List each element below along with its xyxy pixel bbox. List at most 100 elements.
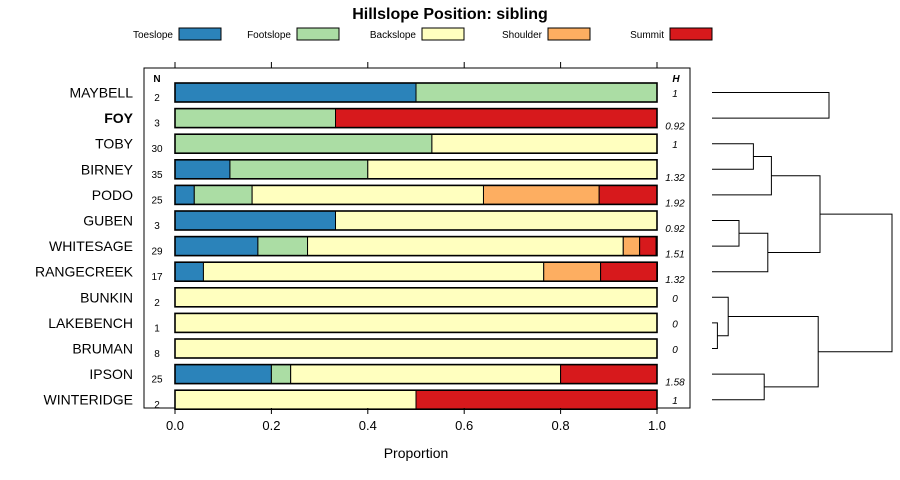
bar-segment-podo-shoulder: [482, 184, 600, 205]
row-label-ipson: IPSON: [89, 366, 133, 382]
bar-segment-podo-footslope: [193, 184, 253, 205]
row-label-birney: BIRNEY: [81, 161, 134, 177]
dendrogram-link-0: [712, 322, 718, 349]
row-label-bunkin: BUNKIN: [80, 289, 133, 305]
bar-segment-rangecreek-backslope: [202, 261, 545, 282]
bar-segment-winteridge-backslope: [174, 389, 417, 410]
n-value-whitesage: 29: [151, 247, 163, 258]
row-label-podo: PODO: [92, 187, 133, 203]
h-value-maybell: 1: [672, 89, 678, 100]
h-value-bruman: 0: [672, 345, 678, 356]
n-value-bruman: 8: [154, 349, 160, 360]
bar-row-bruman: [174, 338, 658, 359]
h-value-ipson: 1.58: [665, 378, 685, 389]
h-value-foy: 0.92: [665, 122, 685, 133]
row-label-winteridge: WINTERIDGE: [44, 392, 133, 408]
n-value-podo: 25: [151, 195, 163, 206]
row-label-maybell: MAYBELL: [69, 85, 133, 101]
bar-outline-podo: [174, 184, 658, 206]
bar-segment-bunkin-backslope: [174, 287, 658, 308]
bar-row-lakebench: [174, 312, 658, 334]
n-value-ipson: 25: [151, 375, 163, 386]
bar-row-toby: [174, 133, 658, 154]
bar-outline-bunkin: [174, 286, 658, 308]
bar-segment-whitesage-footslope: [257, 236, 309, 257]
h-value-toby: 1: [672, 140, 678, 151]
n-value-maybell: 2: [154, 93, 160, 104]
dendrogram-link-10: [818, 213, 893, 353]
n-value-guben: 3: [154, 221, 160, 232]
bar-outline-winteridge: [174, 389, 658, 411]
n-column-header: N: [153, 74, 160, 85]
row-label-bruman: BRUMAN: [72, 341, 133, 357]
legend-label-backslope: Backslope: [370, 30, 417, 41]
x-tick-label-1: 0.2: [262, 418, 280, 433]
bar-segment-whitesage-backslope: [307, 236, 624, 257]
bar-outline-whitesage: [174, 235, 658, 257]
bar-segment-ipson-toeslope: [174, 364, 272, 385]
x-tick-label-3: 0.6: [455, 418, 473, 433]
bar-segment-rangecreek-summit: [600, 261, 658, 282]
bar-segment-whitesage-summit: [639, 236, 657, 257]
bar-row-maybell: [174, 82, 658, 103]
n-value-lakebench: 1: [154, 323, 160, 334]
bar-segment-whitesage-shoulder: [622, 236, 641, 257]
h-value-whitesage: 1.51: [665, 250, 684, 261]
chart-title: Hillslope Position: sibling: [352, 6, 548, 23]
bar-row-guben: [174, 210, 658, 231]
bar-segment-toby-footslope: [174, 133, 433, 154]
row-label-lakebench: LAKEBENCH: [48, 315, 133, 331]
bar-segment-guben-backslope: [335, 210, 658, 231]
bar-segment-birney-footslope: [229, 159, 369, 180]
bar-segment-whitesage-toeslope: [174, 236, 259, 257]
n-value-winteridge: 2: [154, 400, 160, 411]
bar-segment-rangecreek-toeslope: [174, 261, 204, 282]
legend-label-shoulder: Shoulder: [502, 30, 543, 41]
row-labels: MAYBELL FOY TOBY BIRNEY PODO GUBEN WHITESAGE RA…: [35, 85, 134, 408]
n-value-rangecreek: 17: [151, 272, 163, 283]
bar-segment-foy-footslope: [174, 108, 337, 129]
h-value-rangecreek: 1.32: [665, 275, 685, 286]
legend-swatch-footslope: [296, 27, 340, 41]
legend: Toeslope Footslope Backslope Shoulder Summit: [133, 27, 713, 41]
legend-swatch-shoulder: [547, 27, 591, 41]
bar-segment-podo-toeslope: [174, 184, 195, 205]
bar-segment-bruman-backslope: [174, 338, 658, 359]
row-label-rangecreek: RANGECREEK: [35, 264, 134, 280]
bar-segment-ipson-summit: [560, 364, 658, 385]
h-column-header: H: [672, 74, 680, 85]
dendrogram-link-2: [712, 220, 740, 247]
n-value-birney: 35: [151, 170, 163, 181]
bar-outline-lakebench: [174, 312, 658, 334]
bar-segment-lakebench-backslope: [174, 312, 658, 333]
bars: [174, 82, 658, 411]
legend-swatch-backslope: [421, 27, 465, 41]
bar-row-birney: [174, 159, 658, 180]
bar-outline-guben: [174, 210, 658, 231]
x-tick-label-5: 1.0: [648, 418, 666, 433]
legend-label-summit: Summit: [630, 30, 664, 41]
bar-segment-birney-toeslope: [174, 159, 231, 180]
n-value-bunkin: 2: [154, 298, 160, 309]
bar-segment-podo-summit: [598, 184, 658, 205]
bar-outline-rangecreek: [174, 261, 658, 283]
dendrogram-link-8: [767, 175, 821, 253]
bar-outline-bruman: [174, 338, 658, 359]
n-column: N 2 3 30 35 25 3 29 17 2 1 8 25 2: [151, 74, 163, 411]
x-axis: 0.0 0.2 0.4 0.6 0.8 1.0: [166, 62, 666, 433]
row-label-foy: FOY: [104, 110, 133, 126]
x-axis-title: Proportion: [384, 445, 449, 461]
bar-row-foy: [174, 107, 658, 129]
dendrogram-link-4: [712, 232, 769, 273]
bar-segment-ipson-backslope: [290, 364, 562, 385]
n-value-toby: 30: [151, 144, 163, 155]
h-value-lakebench: 0: [672, 319, 678, 330]
dendrogram-link-5: [712, 156, 772, 196]
bar-outline-ipson: [174, 363, 658, 385]
bar-segment-podo-backslope: [251, 184, 484, 205]
bar-segment-maybell-toeslope: [174, 82, 417, 103]
dendrogram: [712, 92, 893, 401]
bar-segment-foy-summit: [335, 108, 658, 129]
bar-row-podo: [174, 184, 658, 206]
